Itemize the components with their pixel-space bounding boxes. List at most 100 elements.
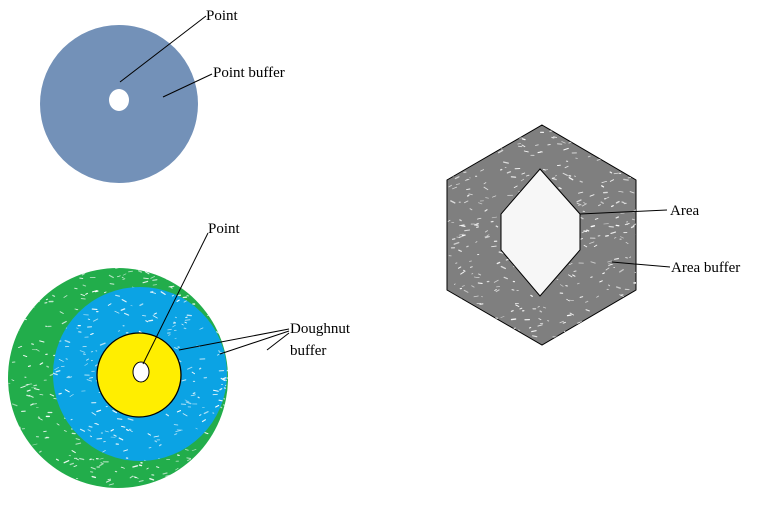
texture-speckle: [14, 430, 20, 433]
texture-speckle: [461, 322, 465, 325]
doughnut-buffer-label-line2: buffer: [290, 343, 326, 359]
texture-speckle: [187, 458, 191, 462]
texture-speckle: [191, 371, 196, 375]
texture-speckle: [115, 268, 121, 270]
texture-speckle: [142, 268, 148, 270]
texture-speckle: [191, 464, 197, 467]
texture-speckle: [158, 444, 162, 447]
texture-speckle: [551, 177, 557, 181]
texture-speckle: [153, 312, 157, 315]
texture-speckle: [216, 308, 221, 311]
texture-speckle: [87, 429, 91, 432]
texture-speckle: [39, 340, 45, 343]
texture-speckle: [181, 379, 187, 382]
texture-speckle: [53, 398, 57, 400]
texture-speckle: [109, 283, 115, 285]
texture-speckle: [175, 430, 181, 432]
texture-speckle: [625, 242, 629, 244]
texture-speckle: [199, 483, 204, 486]
texture-speckle: [577, 341, 581, 344]
texture-speckle: [607, 260, 613, 263]
texture-speckle: [187, 366, 193, 370]
texture-speckle: [176, 410, 182, 413]
texture-speckle: [53, 372, 58, 376]
texture-speckle: [572, 274, 576, 277]
texture-speckle: [33, 384, 38, 387]
texture-speckle: [184, 448, 189, 451]
texture-speckle: [149, 290, 154, 293]
texture-speckle: [583, 244, 588, 248]
point-buffer-label: Point buffer: [213, 65, 285, 81]
texture-speckle: [54, 366, 60, 371]
texture-speckle: [116, 418, 123, 420]
texture-speckle: [175, 467, 179, 471]
texture-speckle: [560, 284, 564, 287]
texture-speckle: [125, 428, 129, 432]
texture-speckle: [23, 312, 28, 316]
texture-speckle: [495, 225, 499, 228]
point-marker: [109, 89, 129, 111]
texture-speckle: [614, 237, 617, 239]
texture-speckle: [223, 404, 226, 406]
texture-speckle: [476, 328, 482, 331]
texture-speckle: [471, 157, 476, 160]
texture-speckle: [615, 200, 620, 204]
texture-speckle: [601, 185, 605, 188]
texture-speckle: [222, 377, 227, 380]
texture-speckle: [152, 315, 158, 319]
texture-speckle: [463, 148, 468, 153]
texture-speckle: [573, 270, 577, 273]
texture-speckle: [166, 277, 171, 280]
texture-speckle: [23, 354, 28, 358]
texture-speckle: [535, 144, 539, 147]
texture-speckle: [609, 179, 615, 182]
texture-speckle: [601, 180, 608, 183]
texture-speckle: [72, 479, 78, 483]
texture-speckle: [174, 316, 177, 319]
texture-speckle: [21, 434, 24, 436]
texture-speckle: [458, 233, 464, 236]
texture-speckle: [495, 289, 500, 293]
texture-speckle: [121, 299, 127, 303]
texture-speckle: [9, 338, 15, 342]
texture-speckle: [57, 273, 64, 276]
texture-speckle: [42, 463, 48, 466]
texture-speckle: [590, 261, 596, 264]
texture-speckle: [91, 412, 97, 416]
texture-speckle: [464, 229, 471, 232]
texture-speckle: [186, 457, 192, 460]
texture-speckle: [591, 332, 596, 335]
texture-speckle: [129, 429, 133, 433]
texture-speckle: [208, 302, 212, 305]
texture-speckle: [520, 178, 525, 182]
texture-speckle: [621, 201, 625, 204]
texture-speckle: [634, 317, 636, 320]
texture-speckle: [478, 325, 483, 329]
texture-speckle: [142, 314, 147, 317]
texture-speckle: [462, 329, 469, 333]
texture-speckle: [185, 401, 192, 405]
texture-speckle: [484, 230, 488, 233]
texture-speckle: [477, 217, 482, 220]
texture-speckle: [210, 454, 216, 457]
texture-speckle: [574, 136, 580, 139]
texture-speckle: [590, 225, 596, 228]
texture-speckle: [184, 321, 188, 324]
texture-speckle: [76, 458, 80, 461]
texture-speckle: [581, 203, 587, 207]
texture-speckle: [448, 173, 451, 176]
texture-speckle: [458, 234, 465, 238]
texture-speckle: [633, 149, 636, 152]
texture-speckle: [190, 394, 196, 397]
texture-speckle: [451, 319, 456, 323]
texture-speckle: [618, 191, 624, 193]
texture-speckle: [521, 138, 526, 141]
texture-speckle: [596, 158, 601, 161]
texture-speckle: [518, 145, 523, 148]
texture-speckle: [631, 143, 636, 147]
texture-speckle: [500, 316, 505, 318]
texture-speckle: [37, 417, 43, 421]
texture-speckle: [81, 272, 86, 276]
texture-speckle: [9, 335, 14, 339]
